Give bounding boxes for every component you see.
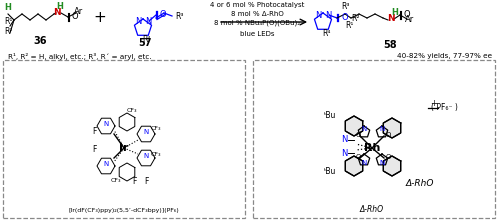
Text: N: N <box>362 126 366 132</box>
Text: R¹, R² = H, alkyl, etc.; R³, R´ = aryl, etc.: R¹, R² = H, alkyl, etc.; R³, R´ = aryl, … <box>8 52 152 59</box>
Text: N: N <box>380 160 384 166</box>
Text: O: O <box>403 10 409 20</box>
Text: N: N <box>144 129 148 135</box>
Text: N: N <box>104 161 108 167</box>
Text: R¹: R¹ <box>4 18 12 26</box>
Text: O: O <box>159 10 166 20</box>
Polygon shape <box>384 118 400 138</box>
Polygon shape <box>384 156 400 176</box>
Text: R²: R² <box>4 28 12 36</box>
Text: 4 or 6 mol % Photocatalyst: 4 or 6 mol % Photocatalyst <box>210 2 304 8</box>
Text: H: H <box>56 2 64 12</box>
Bar <box>3 60 245 218</box>
Text: +: + <box>94 10 106 26</box>
Polygon shape <box>346 116 362 136</box>
Text: R²: R² <box>351 14 359 24</box>
Text: 40-82% yields, 77-97% ee: 40-82% yields, 77-97% ee <box>397 53 492 59</box>
Text: 36: 36 <box>33 36 47 46</box>
Text: O: O <box>386 154 390 160</box>
Text: H: H <box>4 4 12 12</box>
Text: blue LEDs: blue LEDs <box>240 31 274 37</box>
Bar <box>253 60 495 218</box>
Text: O: O <box>356 154 360 160</box>
Polygon shape <box>346 156 362 176</box>
Text: R⁴: R⁴ <box>142 34 150 44</box>
Text: +: + <box>430 99 438 109</box>
Text: O: O <box>386 132 390 138</box>
Text: Ar: Ar <box>74 8 84 16</box>
Text: F: F <box>92 145 96 154</box>
Text: N: N <box>135 18 141 26</box>
Text: Ir: Ir <box>120 143 129 153</box>
Text: O: O <box>341 14 347 22</box>
Text: N: N <box>341 135 347 145</box>
Text: 8 mol % Δ-RhO: 8 mol % Δ-RhO <box>230 11 283 17</box>
Text: N: N <box>315 12 321 20</box>
Text: ( PF₆⁻ ): ( PF₆⁻ ) <box>430 103 458 113</box>
Text: F: F <box>144 177 148 186</box>
FancyArrowPatch shape <box>221 19 306 25</box>
Text: 8 mol % NBu₄P(O)(OBu)₂: 8 mol % NBu₄P(O)(OBu)₂ <box>214 20 300 26</box>
Text: 57: 57 <box>138 38 152 48</box>
Text: R³: R³ <box>341 2 349 12</box>
Text: ᵗBu: ᵗBu <box>324 167 336 176</box>
Text: CF₃: CF₃ <box>151 152 161 157</box>
Text: 58: 58 <box>383 40 397 50</box>
Text: Δ-RhO: Δ-RhO <box>360 205 384 214</box>
Text: CF₃: CF₃ <box>151 126 161 131</box>
Text: R³: R³ <box>175 12 184 22</box>
Text: Ar: Ar <box>406 16 414 24</box>
Text: N: N <box>145 18 151 26</box>
Text: H: H <box>392 8 398 18</box>
Text: O: O <box>71 12 78 22</box>
Text: CF₃: CF₃ <box>127 108 137 113</box>
Text: ᵗBu: ᵗBu <box>324 111 336 120</box>
Text: CF₃: CF₃ <box>111 178 121 183</box>
Text: N: N <box>144 153 148 159</box>
Text: N: N <box>387 14 395 24</box>
Text: [Ir(dF(CF₃)ppy)₂(5,5’-dCF₃bpy)](PF₆): [Ir(dF(CF₃)ppy)₂(5,5’-dCF₃bpy)](PF₆) <box>68 208 180 213</box>
Text: R⁴: R⁴ <box>322 28 330 38</box>
Text: Δ-RhO: Δ-RhO <box>406 178 434 188</box>
Text: N: N <box>53 8 61 18</box>
Text: O: O <box>356 132 360 138</box>
Text: N: N <box>362 160 366 166</box>
Text: R¹: R¹ <box>345 22 353 30</box>
Text: N: N <box>104 121 108 127</box>
Text: N: N <box>325 12 331 20</box>
Text: N: N <box>380 126 384 132</box>
Text: F: F <box>132 177 136 186</box>
Text: F: F <box>92 127 96 136</box>
Text: N: N <box>341 149 347 157</box>
Text: Rh: Rh <box>364 143 380 153</box>
